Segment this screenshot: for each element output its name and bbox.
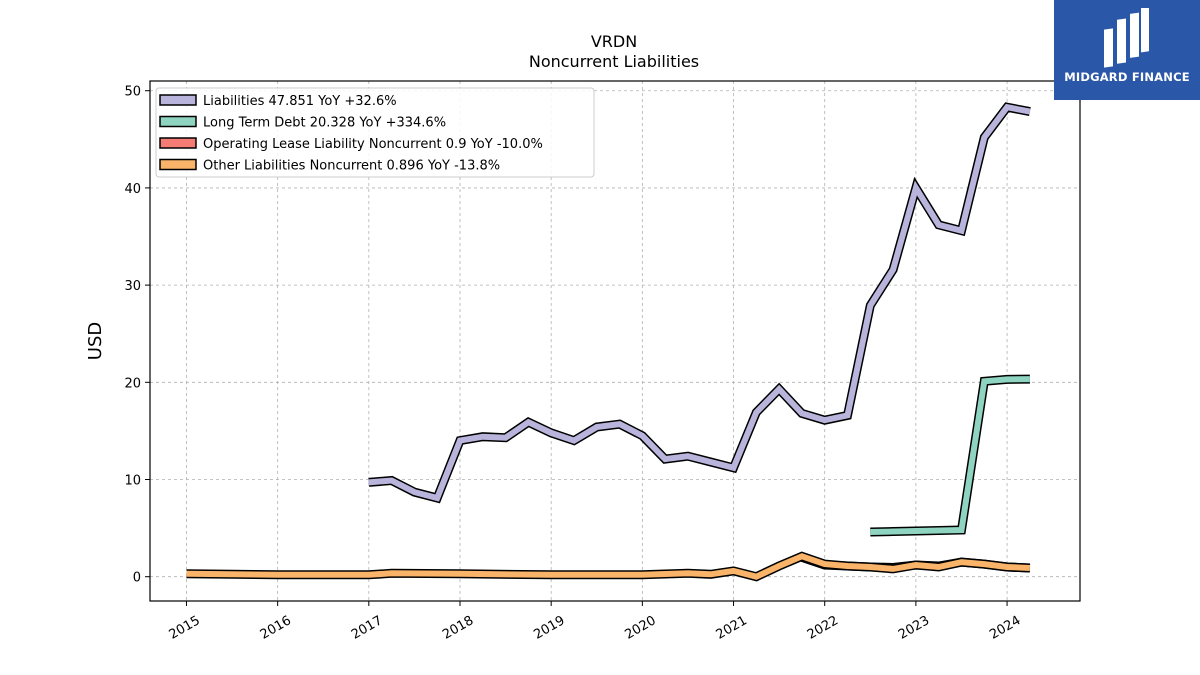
y-tick-label: 50 xyxy=(124,85,141,100)
legend-entry: Operating Lease Liability Noncurrent 0.9… xyxy=(203,137,543,152)
y-tick-label: 40 xyxy=(124,182,141,197)
y-axis-label: USD xyxy=(85,322,106,360)
legend-swatch xyxy=(159,158,197,171)
x-tick-label: 2016 xyxy=(258,613,294,643)
plot-frame xyxy=(149,80,1081,602)
chart-subtitle: Noncurrent Liabilities xyxy=(529,52,699,71)
y-tick-label: 20 xyxy=(124,376,141,391)
legend-entry: Liabilities 47.851 YoY +32.6% xyxy=(203,94,397,109)
y-tick-label: 30 xyxy=(124,279,141,294)
series-line xyxy=(368,103,1031,502)
series-0 xyxy=(368,102,1031,504)
x-tick-label: 2018 xyxy=(440,613,476,643)
series-line-outline xyxy=(870,374,1030,537)
x-tick-label: 2023 xyxy=(896,613,932,643)
x-tick-label: 2017 xyxy=(349,613,385,643)
legend: Liabilities 47.851 YoY +32.6% Long Term D… xyxy=(155,87,595,178)
x-tick-label: 2019 xyxy=(531,613,567,643)
series-3 xyxy=(186,551,1031,582)
chart-title: VRDN xyxy=(591,32,637,51)
logo-text: MIDGARD FINANCE xyxy=(1064,70,1190,84)
legend-swatch xyxy=(159,115,197,128)
x-tick-label: 2022 xyxy=(805,613,841,643)
x-axis: 2015 2016 2017 2018 2019 2020 2021 2022 2023 2024 xyxy=(167,601,1023,643)
series-line xyxy=(186,553,1031,580)
y-tick-label: 0 xyxy=(133,571,141,586)
x-tick-label: 2020 xyxy=(623,613,659,643)
legend-swatch xyxy=(159,94,197,106)
x-tick-label: 2021 xyxy=(714,613,750,643)
brand-logo: MIDGARD FINANCE xyxy=(1054,0,1200,100)
y-tick-label: 10 xyxy=(124,474,141,489)
series-lines xyxy=(186,102,1031,582)
series-1 xyxy=(870,374,1030,537)
x-tick-label: 2015 xyxy=(167,613,203,643)
series-line xyxy=(870,376,1030,535)
logo-mark-icon xyxy=(1104,8,1149,68)
x-tick-label: 2024 xyxy=(987,613,1023,643)
legend-entry: Long Term Debt 20.328 YoY +334.6% xyxy=(203,116,446,131)
legend-swatch xyxy=(159,137,197,149)
legend-box xyxy=(155,87,595,178)
legend-entry: Other Liabilities Noncurrent 0.896 YoY -… xyxy=(203,159,500,174)
y-axis: 0 10 20 30 40 50 xyxy=(124,85,150,586)
